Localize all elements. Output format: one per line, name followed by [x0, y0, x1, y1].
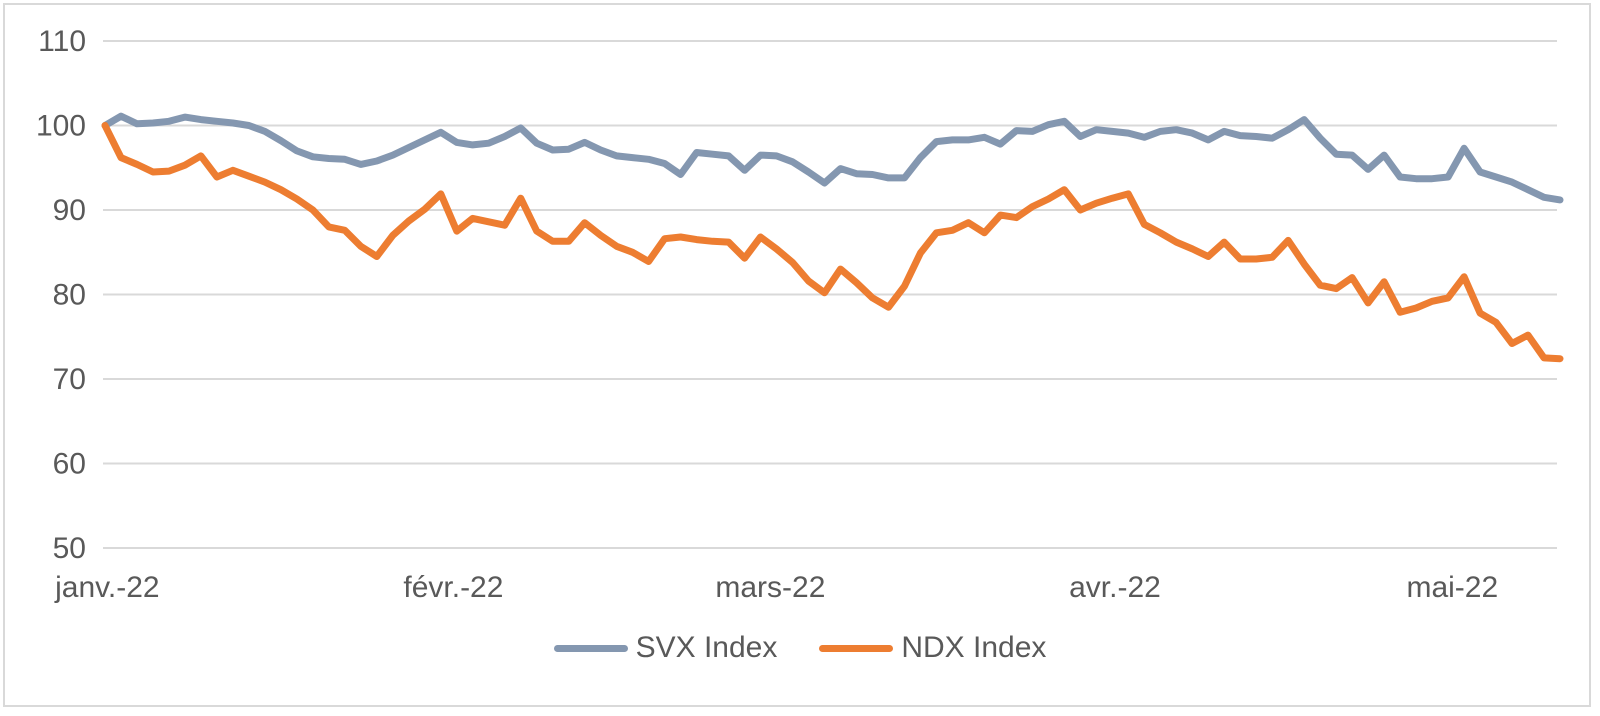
chart-legend: SVX Index NDX Index — [0, 628, 1600, 668]
series-line-ndx-index — [101, 122, 1564, 363]
y-axis-tick-label: 60 — [53, 448, 86, 481]
legend-swatch-svx-line — [553, 644, 628, 652]
y-axis-tick-label: 50 — [53, 532, 86, 565]
y-axis-tick-label: 110 — [38, 25, 86, 58]
y-axis-tick-label: 80 — [53, 279, 86, 312]
legend-item-ndx-index: NDX Index — [819, 631, 1046, 665]
series-line-svx-index — [101, 112, 1564, 204]
x-axis-tick-label: janv.-22 — [54, 571, 160, 604]
legend-label-svx: SVX Index — [635, 631, 778, 664]
legend-label-ndx: NDX Index — [901, 631, 1047, 664]
chart-object-frame[interactable] — [3, 3, 1591, 707]
legend-item-svx-index: SVX Index — [553, 631, 778, 665]
y-axis-tick-label: 90 — [53, 194, 86, 227]
y-axis-tick-label: 70 — [53, 363, 86, 396]
y-axis-tick-label: 100 — [36, 110, 86, 143]
x-axis-tick-label: mai-22 — [1406, 571, 1498, 604]
legend-swatch-ndx-line — [819, 644, 894, 652]
x-axis-tick-label: avr.-22 — [1069, 571, 1161, 604]
x-axis-tick-label: févr.-22 — [403, 571, 503, 604]
x-axis-tick-label: mars-22 — [715, 571, 825, 604]
